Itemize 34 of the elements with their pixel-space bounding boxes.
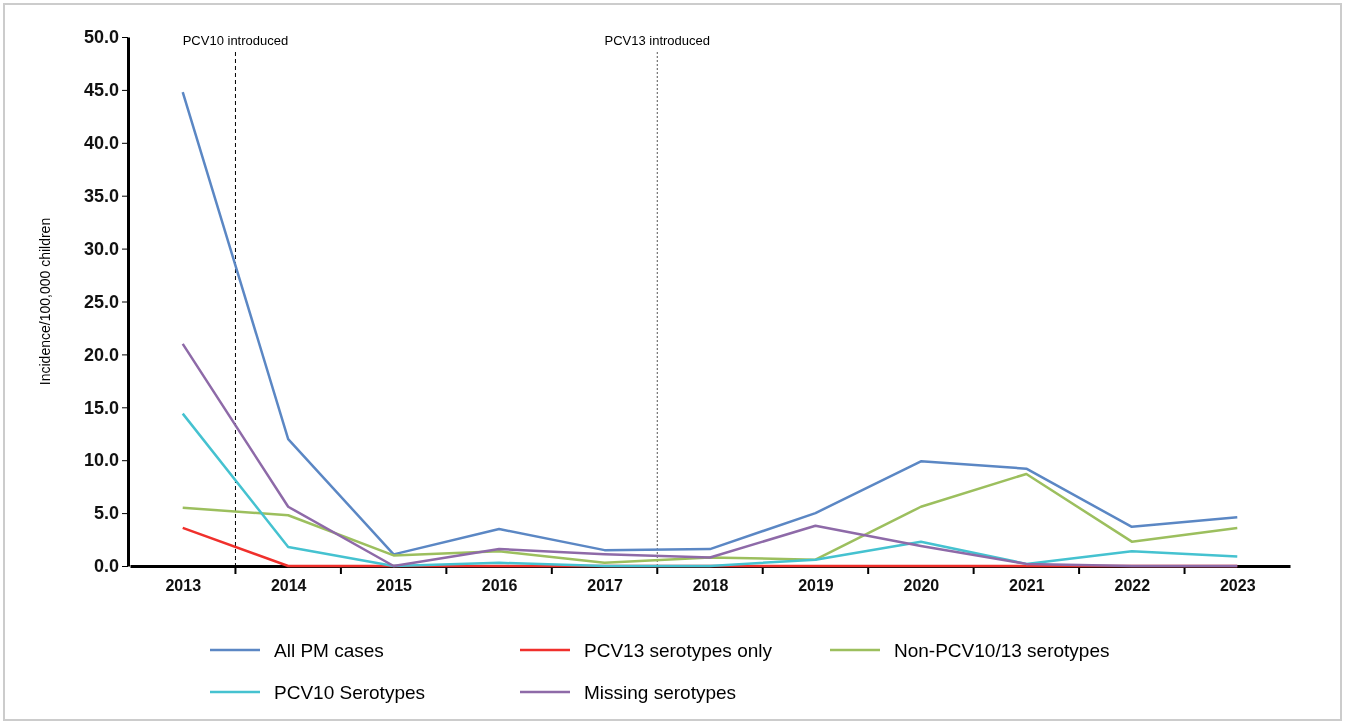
x-tick-label: 2019 — [798, 577, 834, 595]
y-tick-label: 0.0 — [93, 556, 119, 577]
y-tick-label: 45.0 — [83, 80, 119, 101]
line-series — [181, 90, 1239, 556]
y-tick-label: 35.0 — [83, 185, 119, 206]
y-axis-title: Incidence/100,000 children — [37, 217, 53, 386]
x-tick-label: 2016 — [481, 577, 518, 595]
legend-label: PCV13 serotypes only — [584, 640, 773, 661]
x-tick-label: 2020 — [903, 577, 940, 595]
y-tick-label: 30.0 — [83, 238, 119, 259]
x-tick-label: 2013 — [165, 577, 202, 595]
y-tick-label: 5.0 — [93, 503, 119, 524]
x-tick-label: 2018 — [692, 577, 729, 595]
legend-label: PCV10 Serotypes — [274, 682, 426, 703]
y-tick-label: 15.0 — [83, 397, 119, 418]
x-tick-label: 2023 — [1219, 577, 1256, 595]
x-tick-label: 2022 — [1114, 577, 1151, 595]
legend-label: Missing serotypes — [584, 682, 737, 703]
y-tick-label: 50.0 — [83, 27, 119, 48]
y-tick-label: 10.0 — [83, 450, 119, 471]
line-series — [181, 472, 1239, 565]
ref-line-label: PCV10 introduced — [182, 33, 289, 48]
line-series — [181, 412, 1239, 568]
x-tick-label: 2014 — [270, 577, 307, 595]
line-series — [181, 342, 1239, 568]
ref-line-label: PCV13 introduced — [604, 33, 711, 48]
legend-label: All PM cases — [274, 640, 384, 661]
x-tick-label: 2021 — [1009, 577, 1045, 595]
y-tick-label: 20.0 — [83, 344, 119, 365]
y-tick-label: 25.0 — [83, 291, 119, 312]
x-tick-label: 2015 — [376, 577, 413, 595]
x-tick-label: 2017 — [587, 577, 623, 595]
y-tick-label: 40.0 — [83, 133, 119, 154]
legend-label: Non-PCV10/13 serotypes — [894, 640, 1110, 661]
